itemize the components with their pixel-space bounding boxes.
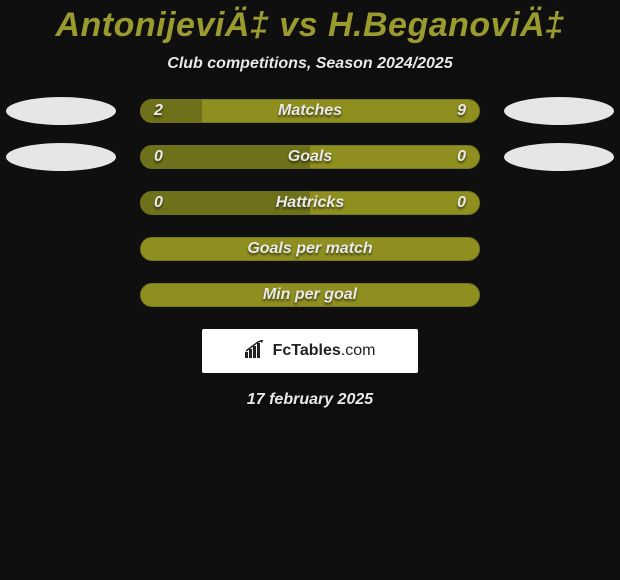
stat-bar-fill-left	[140, 145, 310, 169]
stat-value-right: 9	[457, 99, 466, 123]
page-title: AntonijeviÄ‡ vs H.BeganoviÄ‡	[0, 6, 620, 45]
player-disc-right	[504, 97, 614, 125]
stat-row-goals-per-match: Goals per match	[0, 237, 620, 263]
stat-bar-min-per-goal: Min per goal	[140, 283, 480, 307]
stat-label: Min per goal	[140, 283, 480, 307]
subtitle: Club competitions, Season 2024/2025	[0, 55, 620, 73]
brand-suffix: .com	[341, 342, 376, 359]
footer-date: 17 february 2025	[0, 391, 620, 409]
stat-bar-fill-left	[140, 191, 310, 215]
player-disc-right	[504, 143, 614, 171]
brand-text: FcTables.com	[273, 342, 376, 360]
root: AntonijeviÄ‡ vs H.BeganoviÄ‡ Club compet…	[0, 6, 620, 580]
stats-rows: 2 Matches 9 0 Goals 0 0 Hattricks 0	[0, 99, 620, 309]
stat-row-min-per-goal: Min per goal	[0, 283, 620, 309]
player-disc-left	[6, 143, 116, 171]
stat-value-right: 0	[457, 191, 466, 215]
stat-row-hattricks: 0 Hattricks 0	[0, 191, 620, 217]
stat-row-goals: 0 Goals 0	[0, 145, 620, 171]
stat-bar-hattricks: 0 Hattricks 0	[140, 191, 480, 215]
brand-chart-icon	[245, 340, 267, 363]
brand-box[interactable]: FcTables.com	[202, 329, 418, 373]
player-disc-left	[6, 97, 116, 125]
stat-row-matches: 2 Matches 9	[0, 99, 620, 125]
stat-bar-fill-left	[140, 99, 202, 123]
brand-name: FcTables	[273, 342, 341, 359]
stat-value-right: 0	[457, 145, 466, 169]
stat-bar-goals: 0 Goals 0	[140, 145, 480, 169]
stat-value-left: 2	[154, 99, 163, 123]
stat-value-left: 0	[154, 145, 163, 169]
stat-value-left: 0	[154, 191, 163, 215]
stat-bar-goals-per-match: Goals per match	[140, 237, 480, 261]
stat-label: Goals per match	[140, 237, 480, 261]
stat-bar-matches: 2 Matches 9	[140, 99, 480, 123]
